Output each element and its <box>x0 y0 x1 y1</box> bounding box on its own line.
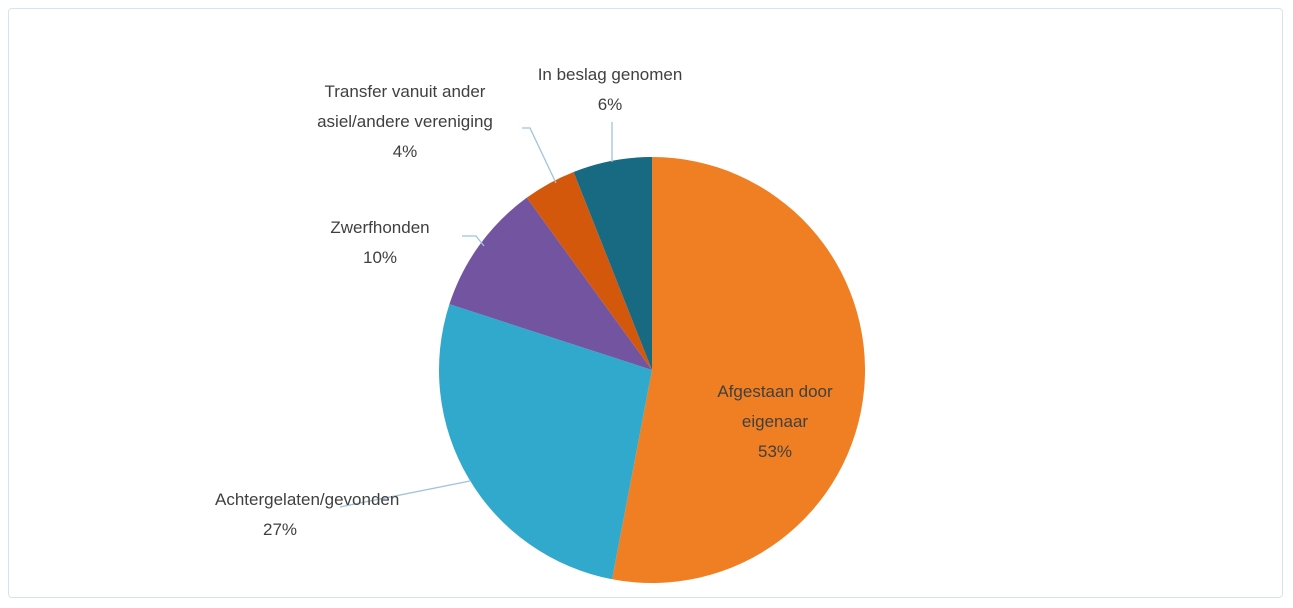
chart-frame <box>8 8 1283 598</box>
pie-slice <box>438 304 652 580</box>
data-label: Zwerfhonden 10% <box>305 213 455 273</box>
category-label: Afgestaan door eigenaar <box>717 382 833 431</box>
value-label: 53% <box>757 442 793 461</box>
data-label: In beslag genomen 6% <box>510 60 710 120</box>
pie-slice <box>449 197 652 370</box>
category-label: Zwerfhonden <box>330 218 430 237</box>
category-label: Achtergelaten/gevonden <box>215 490 400 509</box>
category-label: In beslag genomen <box>537 65 683 84</box>
data-label: Transfer vanuit ander asiel/andere veren… <box>288 77 523 167</box>
pie-slice <box>526 171 652 370</box>
leader-line <box>462 235 485 247</box>
data-label: Afgestaan door eigenaar 53% <box>700 377 850 467</box>
data-label: Achtergelaten/gevonden 27% <box>215 485 400 545</box>
value-label: 10% <box>362 248 398 267</box>
value-label: 27% <box>262 520 298 539</box>
pie-slice <box>612 157 866 583</box>
value-label: 4% <box>392 142 418 161</box>
pie-slice <box>573 157 652 370</box>
category-label: Transfer vanuit ander asiel/andere veren… <box>317 82 493 131</box>
value-label: 6% <box>597 95 623 114</box>
leader-line <box>339 480 471 508</box>
leader-line <box>522 127 557 184</box>
